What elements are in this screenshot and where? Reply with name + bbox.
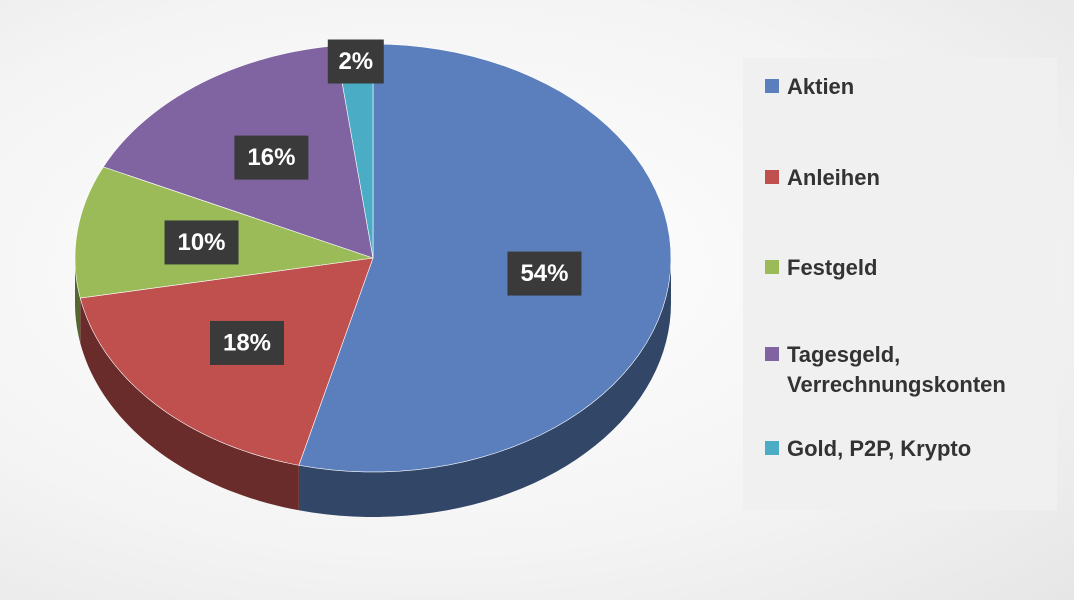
value-label-box [164,220,239,265]
legend-label: Festgeld [787,255,878,280]
legend-label: Gold, P2P, Krypto [787,436,972,461]
legend-item: Tagesgeld, Verrechnungskonten [765,340,1057,400]
legend-swatch [765,347,779,361]
legend-item: Festgeld [765,253,1057,283]
legend-item: Aktien [765,72,1057,102]
slice [298,43,672,473]
value-label: 10% [177,229,225,256]
legend: Aktien Anleihen Festgeld Tagesgeld, Verrech… [743,58,1057,510]
value-label: 18% [223,329,271,356]
legend-swatch [765,260,779,274]
legend-swatch [765,79,779,93]
slice-side [80,298,299,511]
value-label-box [210,320,285,365]
legend-label: Tagesgeld, Verrechnungskonten [787,342,1006,397]
value-label-box [507,251,582,296]
legend-swatch [765,170,779,184]
value-label: 54% [520,260,568,287]
legend-label: Aktien [787,74,855,99]
legend-item: Gold, P2P, Krypto [765,434,1057,464]
legend-item: Anleihen [765,163,1057,193]
value-label-box [327,39,384,84]
legend-label: Anleihen [787,165,880,190]
value-label: 16% [247,144,295,171]
legend-swatch [765,441,779,455]
value-label: 2% [338,48,373,75]
value-label-box [234,135,309,180]
slice-side [298,258,671,517]
